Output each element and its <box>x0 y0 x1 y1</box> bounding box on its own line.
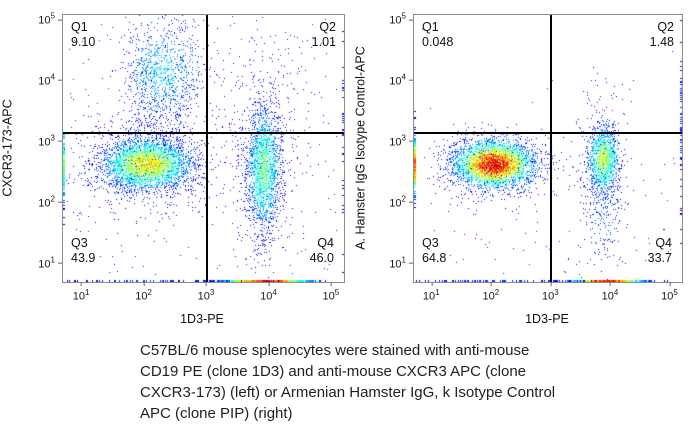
quadrant-value: 64.8 <box>422 251 447 265</box>
y-tick-label: 103 <box>389 133 413 149</box>
left-plot-y-axis-ticks: 101 102 103 104 105 <box>17 11 62 282</box>
right-plot-quadrant-gate-vertical <box>550 15 553 282</box>
y-tick-label: 105 <box>389 11 413 27</box>
x-tick-label: 103 <box>542 282 559 303</box>
left-plot-quadrant-stat-q2: Q2 1.01 <box>312 20 336 50</box>
left-plot-quadrant-stat-q4: Q4 46.0 <box>310 236 334 266</box>
quadrant-label: Q3 <box>71 236 88 250</box>
right-plot-quadrant-stat-q4: Q4 33.7 <box>648 236 672 266</box>
left-plot-y-axis-title: CXCR3-173-APC <box>0 99 15 197</box>
x-tick-label: 101 <box>72 282 90 303</box>
y-tick-label: 103 <box>38 133 62 149</box>
right-plot-quadrant-stat-q1: Q1 0.048 <box>422 20 453 50</box>
quadrant-label: Q1 <box>422 20 439 34</box>
y-tick-label: 102 <box>38 194 62 210</box>
quadrant-value: 46.0 <box>309 251 334 265</box>
left-plot-quadrant-stat-q1: Q1 9.10 <box>71 20 95 50</box>
right-plot-x-axis-title: 1D3-PE <box>525 312 569 326</box>
quadrant-value: 1.01 <box>311 35 336 49</box>
quadrant-value: 43.9 <box>71 251 96 265</box>
right-plot-y-axis-ticks: 101 102 103 104 105 <box>368 11 413 282</box>
flow-plot-right: Q1 0.048 Q2 1.48 Q3 64.8 Q4 33.7 101 102 1… <box>389 12 683 303</box>
flow-plot-left: Q1 9.10 Q2 1.01 Q3 43.9 Q4 46.0 101 102 10… <box>38 12 345 303</box>
x-tick-label: 104 <box>601 282 619 303</box>
quadrant-label: Q3 <box>422 236 439 250</box>
left-plot-quadrant-stat-q3: Q3 43.9 <box>71 236 95 266</box>
quadrant-label: Q2 <box>657 20 674 34</box>
left-plot-quadrant-gate-horizontal <box>63 132 344 135</box>
x-tick-label: 105 <box>322 282 340 303</box>
y-tick-label: 105 <box>38 11 62 27</box>
quadrant-value: 9.10 <box>71 35 96 49</box>
y-tick-label: 101 <box>389 255 413 270</box>
y-tick-label: 104 <box>389 72 413 88</box>
x-tick-label: 105 <box>661 282 678 303</box>
quadrant-value: 1.48 <box>649 35 674 49</box>
caption-line: APC (clone PIP) (right) <box>140 405 293 422</box>
left-plot-density-canvas <box>63 15 344 282</box>
right-plot-quadrant-gate-horizontal <box>414 132 682 135</box>
right-plot-x-axis-ticks: 101 102 103 104 105 <box>414 282 682 306</box>
x-tick-label: 101 <box>422 282 440 303</box>
right-plot-quadrant-stat-q3: Q3 64.8 <box>422 236 446 266</box>
caption-line: CXCR3-173) (left) or Armenian Hamster Ig… <box>140 384 556 401</box>
x-tick-label: 104 <box>260 282 277 303</box>
y-tick-label: 101 <box>38 255 62 270</box>
figure-caption: C57BL/6 mouse splenocytes were stained w… <box>140 340 590 424</box>
x-tick-label: 103 <box>197 282 215 303</box>
left-plot-quadrant-gate-vertical <box>205 15 208 282</box>
quadrant-label: Q2 <box>319 20 336 34</box>
quadrant-value: 0.048 <box>422 35 454 49</box>
y-tick-label: 102 <box>389 194 413 210</box>
right-plot-quadrant-stat-q2: Q2 1.48 <box>650 20 674 50</box>
quadrant-label: Q4 <box>317 236 334 250</box>
x-tick-label: 102 <box>135 282 152 303</box>
right-plot-y-axis-title: A. Hamster IgG Isotype Control-APC <box>353 46 368 250</box>
quadrant-value: 33.7 <box>647 251 672 265</box>
quadrant-label: Q4 <box>655 236 672 250</box>
x-tick-label: 102 <box>482 282 500 303</box>
y-tick-label: 104 <box>38 72 62 88</box>
caption-line: C57BL/6 mouse splenocytes were stained w… <box>140 342 530 359</box>
caption-line: CD19 PE (clone 1D3) and anti-mouse CXCR3… <box>140 363 527 380</box>
left-plot-x-axis-ticks: 101 102 103 104 105 <box>63 282 344 306</box>
quadrant-label: Q1 <box>71 20 88 34</box>
left-plot-x-axis-title: 1D3-PE <box>180 312 224 326</box>
right-plot-density-canvas <box>414 15 682 282</box>
